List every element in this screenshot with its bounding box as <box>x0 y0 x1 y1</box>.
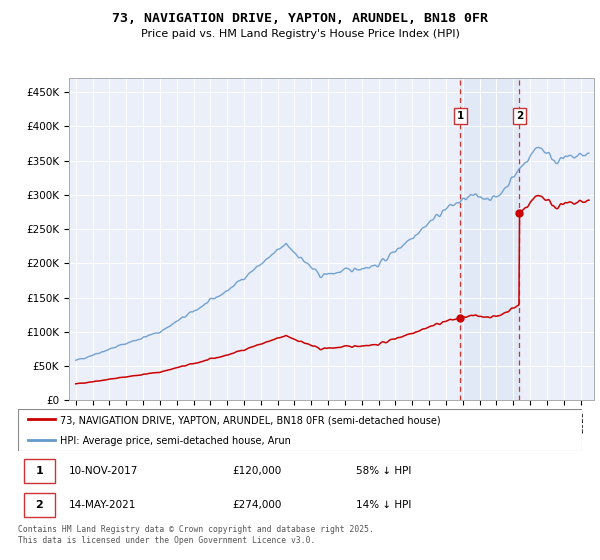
Text: 14-MAY-2021: 14-MAY-2021 <box>69 500 136 510</box>
Text: 73, NAVIGATION DRIVE, YAPTON, ARUNDEL, BN18 0FR (semi-detached house): 73, NAVIGATION DRIVE, YAPTON, ARUNDEL, B… <box>60 415 441 425</box>
Text: 14% ↓ HPI: 14% ↓ HPI <box>356 500 412 510</box>
Bar <box>23 459 55 483</box>
Text: Price paid vs. HM Land Registry's House Price Index (HPI): Price paid vs. HM Land Registry's House … <box>140 29 460 39</box>
Text: 1: 1 <box>35 466 43 475</box>
Text: 1: 1 <box>457 111 464 121</box>
Text: 10-NOV-2017: 10-NOV-2017 <box>69 466 138 475</box>
Bar <box>460 78 520 400</box>
Text: 58% ↓ HPI: 58% ↓ HPI <box>356 466 412 475</box>
Text: 73, NAVIGATION DRIVE, YAPTON, ARUNDEL, BN18 0FR: 73, NAVIGATION DRIVE, YAPTON, ARUNDEL, B… <box>112 12 488 25</box>
Text: Contains HM Land Registry data © Crown copyright and database right 2025.
This d: Contains HM Land Registry data © Crown c… <box>18 525 374 545</box>
Text: £120,000: £120,000 <box>232 466 281 475</box>
Text: 2: 2 <box>516 111 523 121</box>
Text: HPI: Average price, semi-detached house, Arun: HPI: Average price, semi-detached house,… <box>60 436 291 446</box>
Text: 2: 2 <box>35 500 43 510</box>
Bar <box>23 493 55 517</box>
Text: £274,000: £274,000 <box>232 500 281 510</box>
